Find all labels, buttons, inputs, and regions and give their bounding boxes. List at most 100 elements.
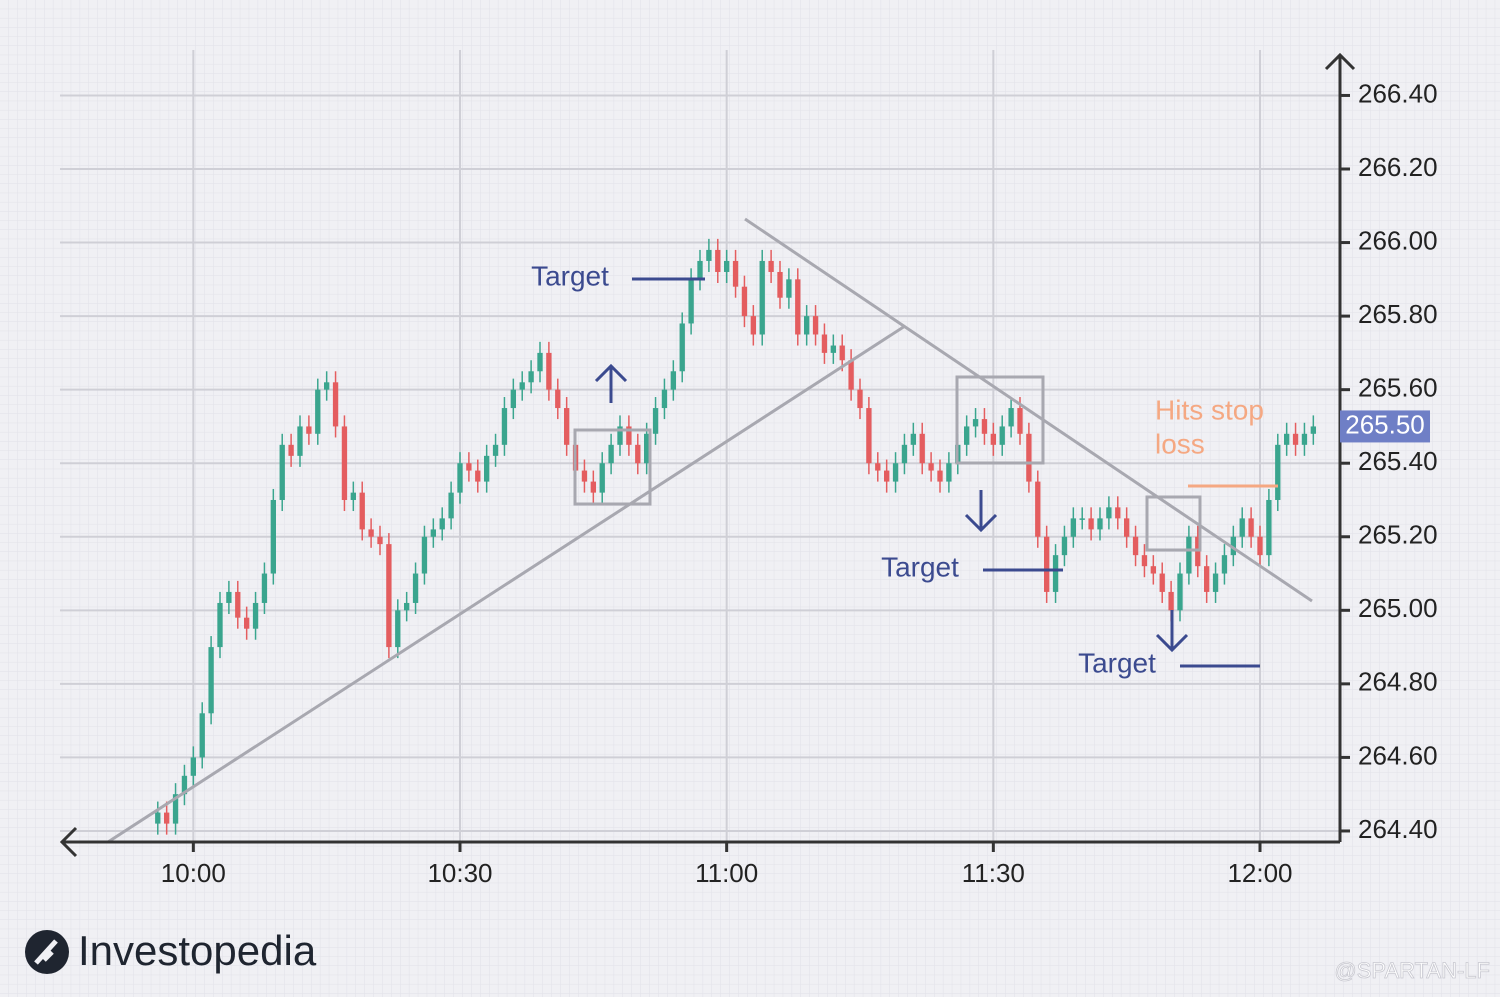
candle-body [732,260,739,287]
candle-body [1310,426,1316,434]
candle-body [235,591,241,618]
candle-body [652,408,659,434]
candle-body [270,499,276,574]
candle-body [1292,433,1299,445]
candle-body [1204,566,1210,592]
logo-icon-mark [34,939,58,965]
candle-body [608,444,614,464]
candle-body [1097,518,1103,530]
candle-body [768,260,774,272]
ticks: 264.40 264.60 264.80 265.00 265.20 265.40 265.… [161,78,1438,888]
highlight-box [955,375,1045,465]
candle-body [990,433,996,445]
candle-body [626,426,632,445]
x-axis [59,826,1340,858]
candle-body [208,647,214,714]
candle-body [439,518,445,530]
candles [155,238,1316,835]
y-tick-label: 265.40 [1358,446,1438,476]
candle-body [724,260,730,272]
candle-body [395,610,401,648]
candle-body [1248,518,1254,537]
candle-body [1301,433,1308,445]
highlight-box [573,428,652,506]
candle-body [777,271,783,298]
candle-body [190,757,196,776]
candle-body [928,463,934,471]
y-tick-label: 264.40 [1358,814,1438,844]
candle-body [617,426,623,445]
y-tick-label: 264.80 [1358,667,1438,697]
candle-body [448,492,454,519]
candle-body [1168,591,1174,611]
logo-text: Investopedia [78,927,317,974]
x-tick-label: 10:30 [427,858,492,888]
candle-body [1177,573,1183,611]
candle-body [1008,408,1014,427]
last-price-label: 265.50 [1345,409,1425,439]
candle-body [306,426,312,434]
candle-body [1132,536,1139,556]
candle-body [688,279,694,324]
candle-body [670,371,676,390]
candle-body [999,426,1005,445]
candle-body [892,463,899,482]
candle-body [492,444,499,456]
candle-body [1079,518,1085,520]
candle-body [910,433,916,445]
candle-body [937,470,943,482]
candle-body [715,249,721,272]
candle-body [501,408,508,445]
y-axis [1324,52,1356,842]
candle-body [279,444,285,500]
y-tick-label: 265.20 [1358,520,1438,550]
candle-body [1275,444,1281,500]
candle-body [164,812,170,824]
annotation: Target [1078,647,1156,678]
candle-body [1070,518,1076,537]
candle-body [857,389,863,409]
x-tick-label: 11:00 [695,858,758,888]
candle-body [457,463,463,493]
candle-body [848,360,854,390]
grid [60,50,1340,842]
down-arrow [964,490,998,533]
candle-body [919,433,925,464]
candle-body [555,389,561,409]
candle-body [866,408,872,464]
highlight-box [1145,495,1202,552]
candle-body [644,433,650,464]
candle-body [1221,555,1228,574]
candle-body [972,419,979,427]
candle-body [706,249,712,261]
candle-body [839,345,845,361]
candle-body [750,316,756,335]
candle-body [964,426,970,445]
x-tick-label: 12:00 [1227,858,1292,888]
candle-body [324,382,330,390]
candle-body [252,602,259,629]
annotation: Target [881,551,959,582]
last-price-tag [1340,410,1430,443]
candle-body [510,389,516,409]
x-tick-label: 10:00 [161,858,226,888]
candle-body [466,463,472,471]
candle-body [1186,536,1192,574]
candle-body [1044,536,1050,592]
candle-body [155,812,161,824]
candle-body [786,279,792,298]
candle-body [484,455,490,482]
candle-body [1052,555,1059,592]
axes [59,52,1356,858]
y-tick-label: 264.60 [1358,740,1438,770]
candle-body [226,591,232,603]
candle-body [1266,499,1272,556]
candle-body [564,408,570,445]
candle-body [261,573,268,603]
candle-body [1284,433,1290,445]
candle-body [181,775,188,795]
candle-body [519,382,525,390]
annotation: Target [531,260,609,291]
candle-body [581,470,588,482]
